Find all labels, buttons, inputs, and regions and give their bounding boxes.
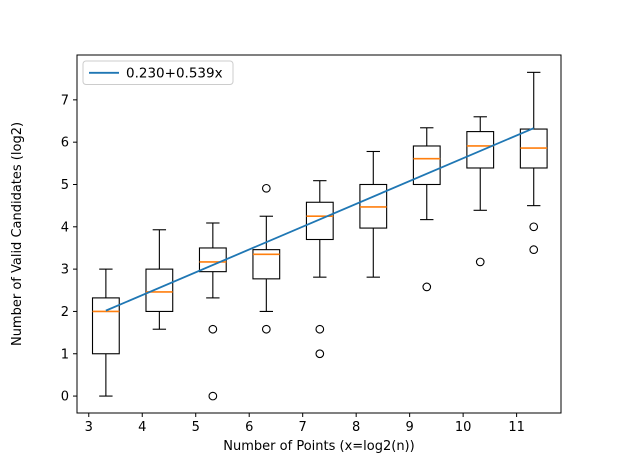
- y-tick-label: 1: [61, 347, 69, 362]
- plot-frame: [76, 54, 562, 414]
- x-tick-label: 7: [299, 420, 307, 435]
- legend-box: [82, 60, 234, 85]
- x-tick-label: 5: [192, 420, 200, 435]
- flier-point: [475, 257, 485, 267]
- x-tick-label: 3: [85, 420, 93, 435]
- x-tick-label: 8: [352, 420, 360, 435]
- y-tick-label: 3: [61, 263, 69, 278]
- y-axis-label: Number of Valid Candidates (log2): [10, 122, 25, 346]
- x-tick-label: 9: [406, 420, 414, 435]
- y-tick-label: 4: [61, 220, 69, 235]
- x-tick-label: 6: [245, 420, 253, 435]
- box: [145, 268, 174, 312]
- y-tick-label: 2: [61, 305, 69, 320]
- x-tick-label: 10: [455, 420, 472, 435]
- flier-point: [422, 282, 432, 292]
- flier-point: [315, 349, 325, 359]
- flier-point: [529, 222, 539, 232]
- flier-point: [261, 183, 271, 193]
- x-tick-label: 4: [138, 420, 146, 435]
- x-tick-label: 11: [508, 420, 525, 435]
- flier-point: [261, 324, 271, 334]
- y-tick-label: 7: [61, 93, 69, 108]
- flier-point: [315, 324, 325, 334]
- y-tick-label: 0: [61, 390, 69, 405]
- y-tick-label: 5: [61, 178, 69, 193]
- box: [305, 201, 334, 241]
- box: [412, 145, 441, 186]
- box: [252, 249, 281, 280]
- fit-line: [105, 127, 535, 312]
- box: [466, 131, 495, 169]
- x-axis-label: Number of Points (x=log2(n)): [223, 439, 414, 454]
- flier-point: [208, 324, 218, 334]
- box: [91, 297, 120, 355]
- legend-label: 0.230+0.539x: [126, 66, 223, 82]
- y-tick-label: 6: [61, 136, 69, 151]
- flier-point: [208, 391, 218, 401]
- flier-point: [529, 245, 539, 255]
